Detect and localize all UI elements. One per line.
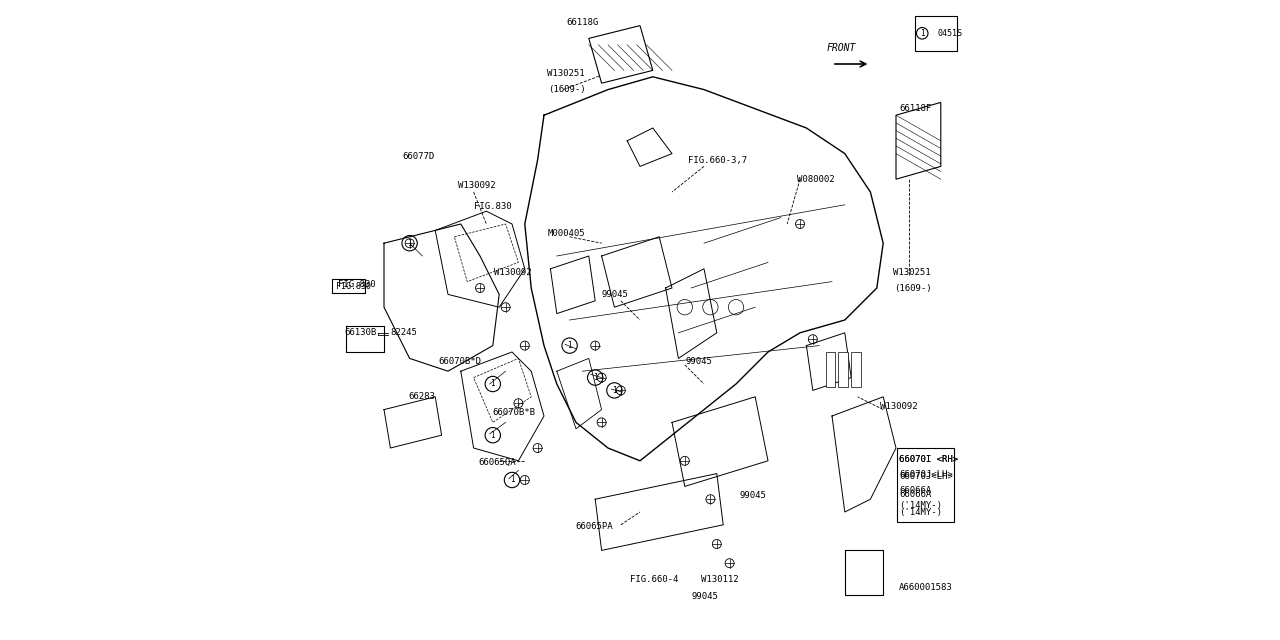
Text: 66283: 66283 (408, 392, 435, 401)
Bar (851, 352, 861, 387)
Text: 66065PA: 66065PA (575, 522, 613, 531)
Text: 1: 1 (593, 373, 598, 382)
Text: W080002: W080002 (796, 175, 835, 184)
Text: 66066A: 66066A (900, 486, 932, 495)
Bar (838, 352, 849, 387)
Text: ('14MY-): ('14MY-) (900, 508, 942, 516)
Text: W130251: W130251 (548, 69, 585, 78)
Text: 66066A: 66066A (900, 490, 932, 499)
Text: A660001583: A660001583 (900, 583, 952, 592)
Text: 82245: 82245 (390, 328, 417, 337)
Polygon shape (589, 26, 653, 83)
Text: (1609-): (1609-) (549, 85, 586, 94)
Text: FIG.830: FIG.830 (335, 282, 371, 291)
Text: 66070B*B: 66070B*B (493, 408, 536, 417)
Bar (826, 352, 836, 387)
Bar (897, 448, 954, 522)
Text: W130112: W130112 (701, 575, 739, 584)
Text: W130092: W130092 (881, 402, 918, 411)
Text: 66065QA: 66065QA (479, 458, 516, 467)
Bar (915, 16, 957, 51)
Text: 99045: 99045 (602, 290, 628, 299)
Text: W130251: W130251 (893, 268, 931, 276)
Text: 99045: 99045 (740, 492, 765, 500)
Text: 66118G: 66118G (566, 18, 599, 27)
Bar (332, 279, 365, 293)
Polygon shape (896, 102, 941, 179)
Text: FIG.830: FIG.830 (474, 202, 511, 211)
Text: 1: 1 (612, 386, 617, 395)
Text: 1: 1 (509, 476, 515, 484)
Text: 1: 1 (567, 341, 572, 350)
Text: 66070B*D: 66070B*D (438, 357, 481, 366)
Text: W130092: W130092 (458, 181, 495, 190)
Text: 66070I <RH>: 66070I <RH> (900, 455, 959, 464)
Text: 66070J<LH>: 66070J<LH> (900, 470, 952, 479)
Text: 1: 1 (490, 431, 495, 440)
Text: ('14MY-): ('14MY-) (900, 501, 942, 510)
Text: 1: 1 (490, 380, 495, 388)
Text: W130092: W130092 (494, 268, 531, 276)
Text: 99045: 99045 (691, 592, 718, 601)
Text: FIG.660-4: FIG.660-4 (630, 575, 678, 584)
Text: FIG.660-3,7: FIG.660-3,7 (689, 156, 748, 164)
Text: 1: 1 (920, 29, 924, 38)
Text: (1609-): (1609-) (895, 284, 932, 292)
Text: 0451S: 0451S (937, 29, 963, 38)
Text: 66118F: 66118F (900, 104, 932, 113)
Text: FIG.830: FIG.830 (338, 280, 375, 289)
Text: 99045: 99045 (686, 357, 712, 366)
Text: 66070I <RH>: 66070I <RH> (900, 455, 959, 464)
Text: 66070J<LH>: 66070J<LH> (900, 472, 952, 481)
Text: M000405: M000405 (548, 229, 585, 238)
Text: 66130B: 66130B (344, 328, 376, 337)
Text: FRONT: FRONT (827, 43, 856, 53)
Text: 66077D: 66077D (402, 152, 434, 161)
Text: 1: 1 (407, 239, 412, 248)
